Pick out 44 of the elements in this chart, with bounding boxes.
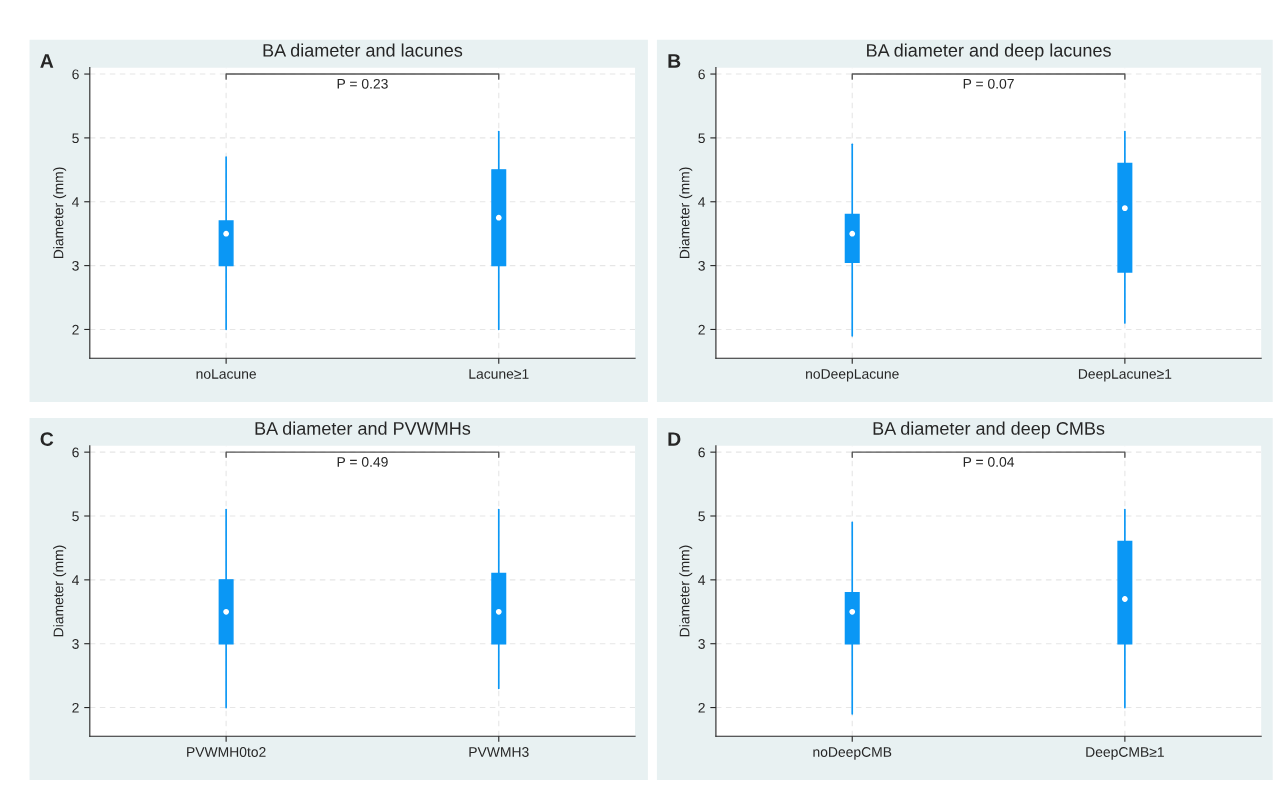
text: D	[668, 432, 681, 446]
x-tick-label: DeepCMB≥1	[1086, 747, 1164, 760]
y-axis-title: Diameter (mm)	[53, 167, 67, 259]
y-tick-label: 6	[72, 447, 79, 458]
y-tick-label: 6	[698, 69, 705, 80]
chart-title: BA diameter and deep lacunes	[867, 43, 1111, 61]
y-tick-label: 6	[72, 69, 79, 80]
y-tick-label: 3	[72, 260, 79, 271]
y-tick-label: 3	[698, 260, 705, 271]
chart-title: BA diameter and deep CMBs	[873, 421, 1105, 439]
y-tick-label: 3	[72, 639, 79, 649]
y-tick-label: 2	[698, 702, 705, 713]
x-tick-label: Lacune≥1	[469, 369, 529, 379]
annotation: P = 0.23	[337, 78, 388, 89]
y-tick-label: 6	[698, 447, 705, 458]
x-tick-label: DeepLacune≥1	[1078, 369, 1172, 382]
annotation: P = 0.49	[337, 456, 388, 467]
text: A	[40, 54, 54, 68]
y-tick-label: 4	[698, 575, 706, 585]
x-tick-label: noDeepCMB	[813, 747, 892, 760]
chart-title: BA diameter and PVWMHs	[255, 421, 471, 435]
y-tick-label: 2	[698, 324, 705, 335]
text: C	[40, 432, 54, 446]
chart-title: BA diameter and lacunes	[263, 43, 463, 57]
annotation: P = 0.07	[963, 78, 1014, 89]
text: B	[668, 54, 681, 68]
y-axis-title: Diameter (mm)	[679, 167, 693, 259]
x-tick-label: noLacune	[196, 369, 257, 379]
x-tick-label: PVWMH0to2	[187, 747, 266, 757]
x-tick-label: noDeepLacune	[806, 369, 899, 382]
y-axis-title: Diameter (mm)	[679, 545, 693, 637]
y-tick-label: 4	[71, 575, 79, 585]
y-tick-label: 5	[72, 133, 79, 144]
x-tick-label: PVWMH3	[469, 747, 529, 757]
y-tick-label: 3	[698, 639, 705, 649]
y-tick-label: 5	[72, 511, 79, 522]
annotation: P = 0.04	[963, 456, 1015, 467]
y-tick-label: 5	[698, 511, 705, 522]
y-tick-label: 4	[698, 197, 706, 207]
y-tick-label: 4	[71, 197, 79, 207]
y-tick-label: 2	[72, 324, 79, 335]
y-tick-label: 2	[72, 702, 79, 713]
y-axis-title: Diameter (mm)	[53, 545, 67, 637]
y-tick-label: 5	[698, 133, 705, 144]
